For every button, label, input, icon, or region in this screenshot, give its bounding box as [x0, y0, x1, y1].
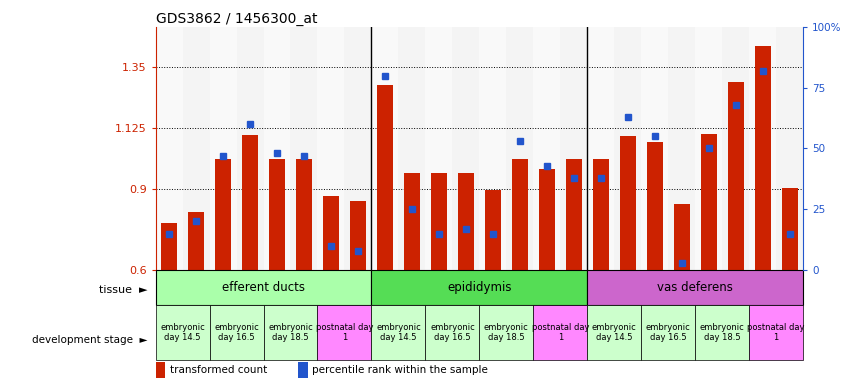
Bar: [587, 270, 803, 305]
Text: transformed count: transformed count: [170, 365, 267, 375]
Text: embryonic
day 16.5: embryonic day 16.5: [430, 323, 475, 342]
Bar: [156, 362, 166, 378]
Bar: [372, 270, 587, 305]
Bar: [156, 270, 372, 305]
Bar: [506, 27, 533, 270]
Bar: [484, 190, 501, 270]
Bar: [404, 173, 420, 270]
Bar: [161, 223, 177, 270]
Bar: [452, 27, 479, 270]
Bar: [587, 305, 641, 360]
Bar: [674, 204, 690, 270]
Bar: [323, 196, 339, 270]
Bar: [701, 134, 717, 270]
Text: embryonic
day 14.5: embryonic day 14.5: [160, 323, 205, 342]
Bar: [749, 305, 803, 360]
Bar: [727, 82, 743, 270]
Text: embryonic
day 14.5: embryonic day 14.5: [592, 323, 637, 342]
Bar: [318, 305, 372, 360]
Text: embryonic
day 18.5: embryonic day 18.5: [484, 323, 529, 342]
Bar: [754, 46, 770, 270]
Bar: [372, 27, 399, 270]
Bar: [156, 27, 182, 270]
Bar: [426, 305, 479, 360]
Bar: [533, 305, 587, 360]
Text: development stage  ►: development stage ►: [32, 335, 147, 345]
Text: embryonic
day 18.5: embryonic day 18.5: [268, 323, 313, 342]
Bar: [188, 212, 204, 270]
Bar: [345, 27, 372, 270]
Bar: [647, 142, 663, 270]
Bar: [696, 305, 749, 360]
Text: embryonic
day 16.5: embryonic day 16.5: [214, 323, 259, 342]
Bar: [318, 27, 345, 270]
Bar: [587, 27, 614, 270]
Bar: [641, 27, 669, 270]
Bar: [533, 27, 560, 270]
Bar: [269, 159, 285, 270]
Bar: [696, 27, 722, 270]
Bar: [290, 27, 317, 270]
Text: efferent ducts: efferent ducts: [222, 281, 305, 294]
Bar: [722, 27, 749, 270]
Text: postnatal day
1: postnatal day 1: [532, 323, 589, 342]
Bar: [776, 27, 803, 270]
Text: embryonic
day 16.5: embryonic day 16.5: [646, 323, 690, 342]
Bar: [209, 27, 236, 270]
Bar: [479, 305, 533, 360]
Bar: [566, 159, 582, 270]
Text: embryonic
day 14.5: embryonic day 14.5: [376, 323, 420, 342]
Bar: [539, 169, 555, 270]
Text: epididymis: epididymis: [447, 281, 511, 294]
Bar: [377, 85, 393, 270]
Bar: [669, 27, 696, 270]
Bar: [749, 27, 776, 270]
Bar: [209, 305, 263, 360]
Bar: [350, 201, 366, 270]
Bar: [182, 27, 209, 270]
Text: postnatal day
1: postnatal day 1: [748, 323, 805, 342]
Text: GDS3862 / 1456300_at: GDS3862 / 1456300_at: [156, 12, 317, 26]
Bar: [620, 136, 636, 270]
Bar: [781, 188, 798, 270]
Bar: [242, 135, 258, 270]
Bar: [426, 27, 452, 270]
Bar: [296, 159, 312, 270]
Text: embryonic
day 18.5: embryonic day 18.5: [700, 323, 744, 342]
Bar: [236, 27, 263, 270]
Bar: [641, 305, 696, 360]
Bar: [479, 27, 506, 270]
Bar: [263, 305, 317, 360]
Bar: [399, 27, 426, 270]
Bar: [215, 159, 231, 270]
Text: postnatal day
1: postnatal day 1: [315, 323, 373, 342]
Bar: [458, 173, 474, 270]
Bar: [372, 305, 426, 360]
Bar: [431, 173, 447, 270]
Text: vas deferens: vas deferens: [658, 281, 733, 294]
Bar: [511, 159, 528, 270]
Bar: [614, 27, 641, 270]
Bar: [593, 159, 609, 270]
Bar: [298, 362, 308, 378]
Text: tissue  ►: tissue ►: [98, 285, 147, 295]
Bar: [156, 305, 209, 360]
Text: percentile rank within the sample: percentile rank within the sample: [312, 365, 488, 375]
Bar: [263, 27, 290, 270]
Bar: [560, 27, 587, 270]
